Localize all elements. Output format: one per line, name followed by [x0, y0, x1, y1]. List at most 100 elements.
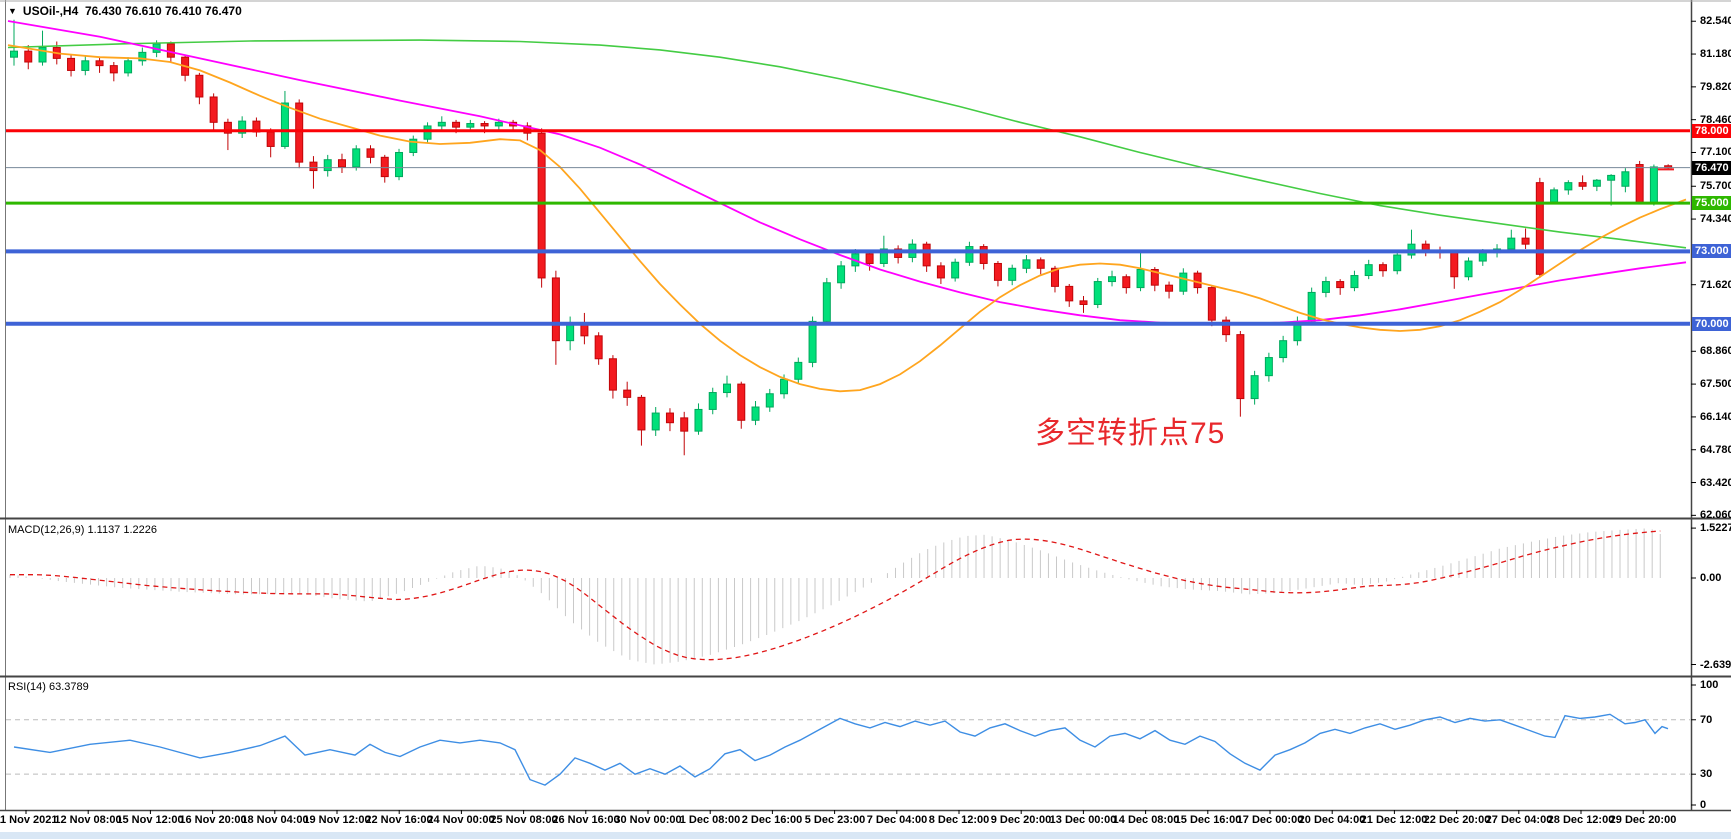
candle-body [1393, 254, 1402, 272]
time-label[interactable]: 28 Dec 12:00 [1547, 814, 1615, 826]
rsi-tick-label: 30 [1700, 768, 1713, 780]
candle-body [837, 265, 846, 284]
candle-body [537, 132, 546, 279]
price-tag-76.470[interactable]: 76.470 [1692, 161, 1731, 175]
candle-body [623, 389, 632, 398]
time-label[interactable]: 17 Dec 00:00 [1236, 814, 1304, 826]
candle-body [309, 161, 318, 172]
time-label[interactable]: 13 Dec 00:00 [1049, 814, 1117, 826]
candle-body [1036, 259, 1045, 269]
candle-body [1050, 267, 1059, 287]
candle-body [494, 121, 503, 127]
rsi-line[interactable] [13, 713, 1669, 786]
candle-body [1193, 272, 1202, 289]
price-tick-label: 64.780 [1700, 444, 1731, 456]
time-label[interactable]: 19 Nov 12:00 [303, 814, 371, 826]
candle-body [437, 121, 446, 127]
price-tick-label: 75.700 [1700, 180, 1731, 192]
candle-body [1264, 357, 1273, 377]
time-label[interactable]: 18 Nov 04:00 [241, 814, 309, 826]
chevron-down-icon[interactable]: ▼ [8, 6, 17, 16]
candle-body [1364, 264, 1373, 277]
price-tick-label: 66.140 [1700, 411, 1731, 423]
candle-body [95, 60, 104, 67]
price-tag-75.000[interactable]: 75.000 [1692, 196, 1731, 210]
time-label[interactable]: 26 Nov 16:00 [552, 814, 620, 826]
time-label[interactable]: 24 Nov 00:00 [427, 814, 495, 826]
candle-body [637, 396, 646, 431]
candle-body [723, 383, 731, 394]
candle-body [1236, 334, 1245, 400]
candle-body [1008, 267, 1017, 281]
candle-body [295, 102, 304, 163]
candle-body [24, 50, 33, 63]
candle-body [551, 277, 560, 342]
time-label[interactable]: 21 Dec 12:00 [1360, 814, 1428, 826]
candle-body [808, 320, 817, 363]
candle-body [751, 406, 760, 421]
candle-body [195, 74, 204, 98]
time-label[interactable]: 22 Nov 16:00 [365, 814, 433, 826]
time-label[interactable]: 8 Dec 12:00 [928, 814, 990, 826]
candle-body [1507, 237, 1516, 250]
candle-body [366, 148, 375, 158]
ma-fast-orange-line[interactable] [7, 44, 1687, 393]
text-annotation[interactable]: 多空转折点75 [1035, 417, 1226, 450]
price-tick-label: 79.820 [1700, 81, 1731, 93]
candle-body [280, 102, 289, 147]
candle-body [965, 246, 974, 263]
time-label[interactable]: 15 Dec 16:00 [1174, 814, 1242, 826]
bottom-strip [0, 832, 1731, 839]
time-label[interactable]: 2 Dec 16:00 [741, 814, 803, 826]
candle-body [708, 392, 717, 410]
time-label[interactable]: 15 Nov 12:00 [116, 814, 184, 826]
candle-body [337, 159, 346, 168]
candle-body [993, 262, 1002, 281]
candle-body [608, 358, 617, 391]
rsi-tick-label: 100 [1700, 679, 1719, 691]
candle-body [680, 417, 689, 432]
price-tick-label: 62.060 [1700, 509, 1731, 521]
rsi-tick-label: 0 [1700, 799, 1707, 811]
candle-body [67, 57, 76, 71]
time-label[interactable]: 20 Dec 04:00 [1298, 814, 1366, 826]
candle-body [1649, 166, 1658, 204]
candle-body [936, 265, 945, 279]
price-tick-label: 63.420 [1700, 477, 1731, 489]
time-label[interactable]: 16 Nov 20:00 [179, 814, 247, 826]
time-label[interactable]: 29 Dec 20:00 [1609, 814, 1677, 826]
time-label[interactable]: 12 Nov 08:00 [54, 814, 122, 826]
time-label[interactable]: 11 Nov 2021 [0, 814, 58, 826]
candle-body [238, 120, 247, 134]
candle-body [1136, 268, 1145, 289]
ma-mid-magenta-line[interactable] [7, 20, 1687, 325]
time-label[interactable]: 7 Dec 04:00 [866, 814, 928, 826]
price-tag-70.000[interactable]: 70.000 [1692, 317, 1731, 331]
candle-body [1550, 189, 1559, 203]
time-label[interactable]: 5 Dec 23:00 [804, 814, 866, 826]
candle-body [1464, 260, 1473, 278]
candle-body [1279, 340, 1288, 359]
time-label[interactable]: 9 Dec 20:00 [990, 814, 1052, 826]
ma-slow-green-line[interactable] [7, 39, 1687, 249]
candle-body [81, 60, 90, 71]
time-label[interactable]: 1 Dec 08:00 [679, 814, 741, 826]
macd-tick-label: 1.5227 [1700, 522, 1731, 534]
candle-body [1165, 284, 1174, 292]
time-label[interactable]: 30 Nov 00:00 [614, 814, 682, 826]
price-tick-label: 77.100 [1700, 146, 1731, 158]
symbol-period-label: USOil-,H4 [22, 4, 79, 18]
candle-body [651, 412, 660, 431]
time-label[interactable]: 22 Dec 20:00 [1423, 814, 1491, 826]
time-label[interactable]: 27 Dec 04:00 [1485, 814, 1553, 826]
ohlc-values: 76.430 76.610 76.410 76.470 [84, 4, 242, 18]
candle-body [665, 412, 674, 424]
candle-body [979, 246, 988, 264]
time-label[interactable]: 25 Nov 08:00 [490, 814, 558, 826]
time-label[interactable]: 14 Dec 08:00 [1112, 814, 1180, 826]
candle-body [395, 151, 404, 178]
price-tag-78.000[interactable]: 78.000 [1692, 124, 1731, 138]
candle-body [765, 393, 774, 408]
price-tag-73.000[interactable]: 73.000 [1692, 244, 1731, 258]
